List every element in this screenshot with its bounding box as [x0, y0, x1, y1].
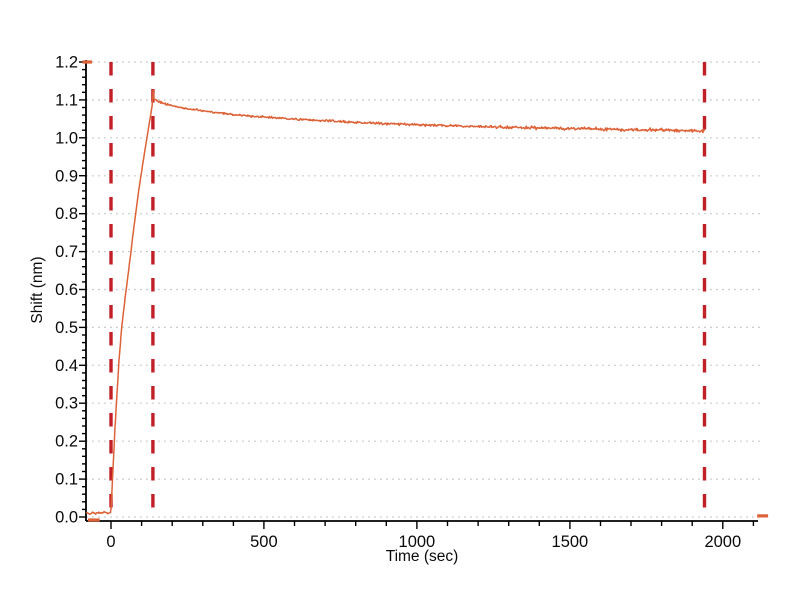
x-tick-label: 0	[106, 533, 115, 551]
x-tick-label: 500	[250, 533, 278, 551]
y-axis-title: Shift (nm)	[29, 256, 46, 324]
y-tick-label: 0.9	[55, 167, 78, 185]
y-tick-label: 0.5	[55, 319, 78, 337]
y-tick-label: 0.0	[55, 509, 78, 527]
y-tick-label: 0.3	[55, 395, 78, 413]
y-tick-label: 0.2	[55, 433, 78, 451]
x-tick-label: 1000	[399, 533, 436, 551]
x-axis-title: Time (sec)	[385, 548, 459, 565]
x-tick-label: 1500	[552, 533, 589, 551]
y-tick-label: 0.7	[55, 243, 78, 261]
y-tick-label: 1.1	[55, 91, 78, 109]
y-tick-label: 0.1	[55, 471, 78, 489]
y-tick-label: 1.2	[55, 54, 78, 72]
y-tick-label: 0.4	[55, 357, 78, 375]
x-tick-label: 2000	[704, 533, 741, 551]
y-tick-label: 0.8	[55, 205, 78, 223]
y-tick-label: 1.0	[55, 129, 78, 147]
data-trace	[85, 89, 706, 515]
y-tick-label: 0.6	[55, 281, 78, 299]
